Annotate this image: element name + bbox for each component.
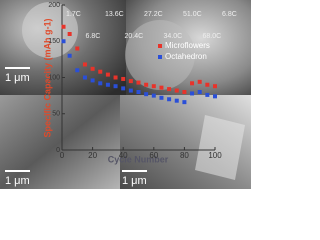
point — [151, 93, 156, 98]
point — [98, 81, 103, 86]
legend-swatch — [158, 44, 162, 48]
legend-label: Octahedron — [165, 52, 207, 61]
point — [213, 84, 217, 89]
point — [159, 95, 164, 100]
point — [67, 32, 72, 36]
point — [205, 82, 210, 87]
point — [90, 78, 95, 83]
x-tick-label: 0 — [60, 151, 65, 160]
point — [121, 76, 126, 81]
point — [167, 97, 172, 102]
point — [75, 68, 80, 73]
octahedron — [195, 115, 245, 180]
point — [190, 91, 195, 96]
particle — [22, 2, 78, 58]
rate-label: 34.0C — [164, 33, 183, 40]
x-tick-label: 80 — [180, 151, 189, 160]
scale-label: 1 μm — [122, 175, 147, 187]
scale-label: 1 μm — [5, 175, 30, 187]
point — [90, 66, 95, 71]
point — [128, 88, 133, 93]
point — [144, 92, 149, 97]
y-tick-label: 50 — [52, 111, 60, 118]
point — [67, 53, 72, 58]
y-tick-label: 100 — [48, 74, 60, 81]
scale-label: 1 μm — [5, 72, 30, 84]
point — [128, 79, 133, 84]
legend-label: Microflowers — [165, 41, 210, 50]
y-axis-label: Specific Capacity (mAh g-1) — [42, 18, 52, 137]
rate-label: 6.8C — [86, 33, 101, 40]
x-tick-label: 40 — [119, 151, 128, 160]
point — [144, 82, 149, 87]
point — [136, 80, 141, 85]
point — [113, 75, 118, 80]
x-tick-label: 60 — [149, 151, 158, 160]
point — [167, 87, 172, 92]
point — [182, 100, 187, 105]
point — [182, 90, 187, 94]
point — [61, 24, 66, 29]
point — [197, 90, 202, 94]
rate-label: 13.6C — [105, 11, 124, 18]
point — [75, 46, 80, 51]
point — [197, 79, 202, 84]
point — [121, 86, 126, 91]
point — [151, 84, 156, 89]
point — [61, 39, 66, 44]
rate-label: 6.8C — [222, 11, 237, 18]
point — [98, 69, 103, 74]
y-tick-label: 0 — [56, 147, 60, 154]
figure: 1 μm 1 μm 1 μm Specific Capacity (mAh g-… — [0, 0, 251, 189]
rate-label: 27.2C — [144, 11, 163, 18]
rate-label: 68.0C — [203, 33, 222, 40]
point — [190, 81, 195, 86]
point — [105, 82, 110, 87]
legend-swatch — [158, 55, 162, 59]
point — [82, 75, 87, 80]
rate-label: 20.4C — [125, 33, 144, 40]
x-tick-label: 20 — [88, 151, 97, 160]
x-axis-label: Cycle Number — [108, 154, 169, 164]
rate-label: 1.7C — [66, 11, 81, 18]
point — [213, 94, 217, 99]
point — [205, 92, 210, 97]
point — [136, 90, 141, 94]
y-tick-label: 150 — [48, 38, 60, 45]
point — [113, 84, 118, 89]
point — [159, 85, 164, 90]
point — [82, 62, 87, 67]
rate-label: 51.0C — [183, 11, 202, 18]
y-tick-label: 200 — [48, 2, 60, 9]
point — [105, 72, 110, 77]
point — [174, 98, 179, 103]
x-tick-label: 100 — [208, 151, 222, 160]
point — [174, 88, 179, 93]
sem-image — [0, 95, 120, 189]
